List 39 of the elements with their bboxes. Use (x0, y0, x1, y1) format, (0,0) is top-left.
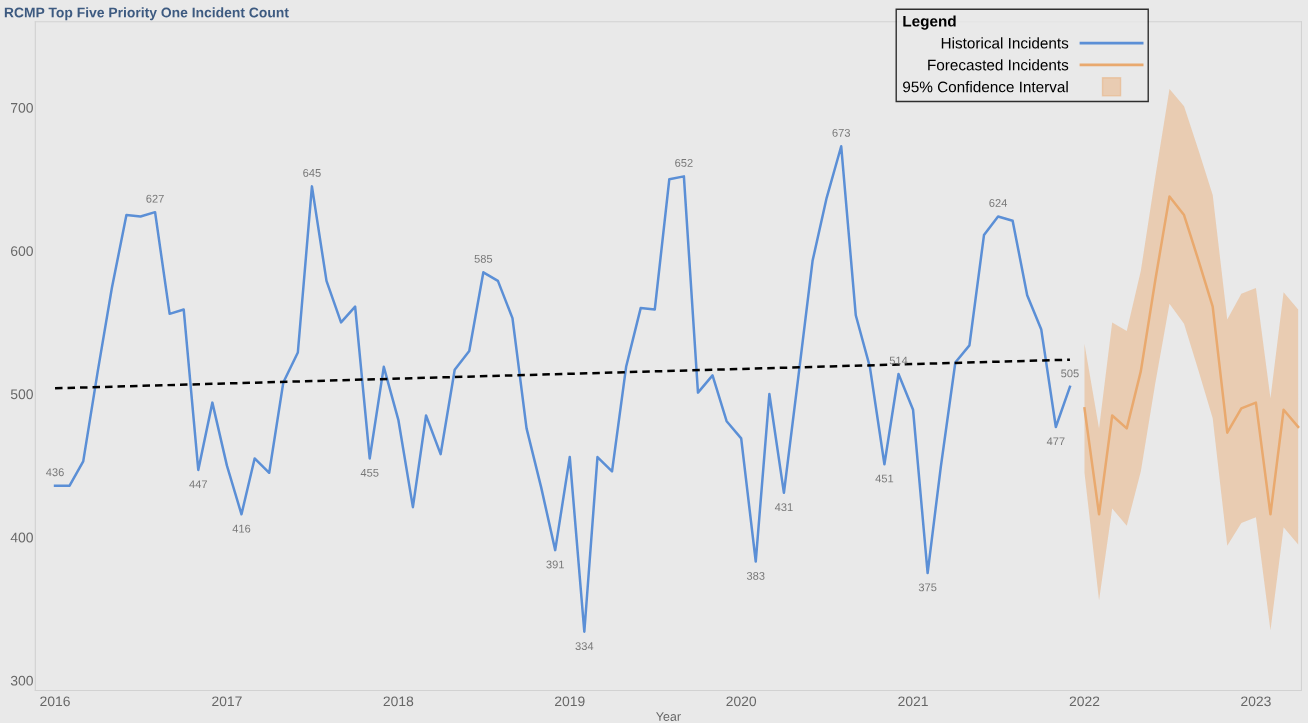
data-label: 383 (746, 571, 765, 580)
x-tick-label: 2016 (40, 696, 70, 707)
legend-label: Forecasted Incidents (928, 59, 1069, 71)
y-tick-label: 700 (11, 102, 33, 113)
data-label: 505 (1061, 369, 1079, 378)
chart-title: RCMP Top Five Priority One Incident Count (4, 7, 289, 21)
data-label: 652 (675, 158, 693, 167)
data-label: 585 (474, 254, 493, 263)
x-axis-title: Year (656, 712, 681, 721)
data-label: 455 (360, 468, 379, 477)
y-tick-label: 500 (10, 389, 33, 400)
x-tick-label: 2023 (1241, 696, 1271, 707)
data-label: 391 (546, 560, 564, 569)
line-series (1083, 195, 1300, 516)
x-tick-label: 2018 (383, 696, 414, 707)
legend-title: Legend (903, 15, 956, 30)
data-label: 451 (875, 474, 894, 483)
data-label: 627 (146, 194, 164, 203)
data-label: 334 (575, 642, 594, 651)
x-tick-label: 2021 (898, 696, 928, 707)
data-label: 375 (918, 583, 937, 592)
x-tick-label: 2017 (212, 696, 242, 707)
legend-label: Historical Incidents (941, 37, 1069, 49)
x-tick-label: 2022 (1069, 696, 1100, 707)
data-label: 436 (46, 468, 64, 477)
data-label: 416 (232, 524, 251, 533)
y-tick-label: 400 (10, 532, 33, 543)
annotation: 95% Confidence Interval (903, 81, 1068, 93)
data-label: 673 (832, 128, 850, 137)
data-label: 624 (989, 199, 1008, 207)
x-tick-label: 2020 (726, 696, 757, 707)
data-label: 477 (1046, 437, 1065, 446)
data-label: 514 (889, 356, 908, 365)
data-label: 447 (189, 480, 207, 489)
x-tick-label: 2019 (555, 696, 585, 707)
data-label: 431 (774, 503, 793, 512)
y-tick-label: 300 (10, 675, 33, 686)
data-label: 645 (303, 168, 321, 177)
y-tick-label: 600 (11, 246, 33, 256)
